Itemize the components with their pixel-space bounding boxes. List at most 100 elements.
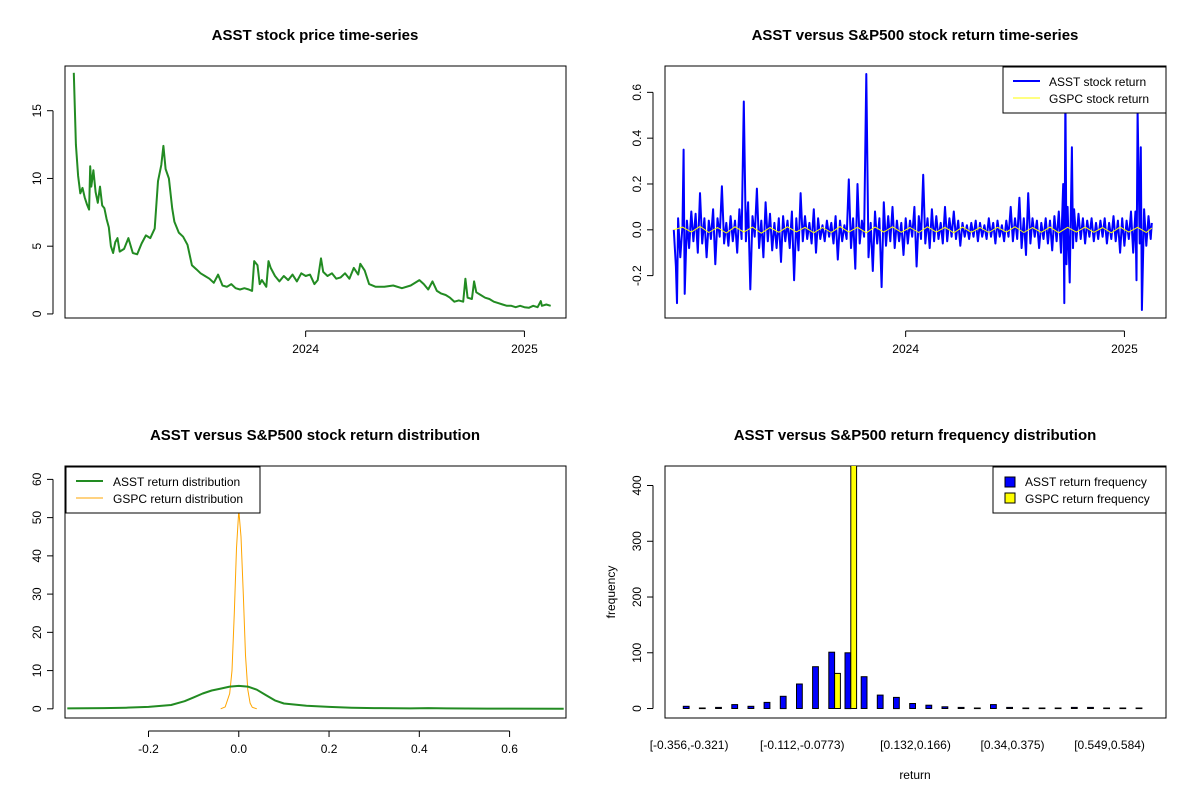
density-chart-title: ASST versus S&P500 stock return distribu… <box>150 427 480 444</box>
price-x-tick-label: 2024 <box>292 342 319 356</box>
asst-frequency-bar <box>731 704 739 709</box>
asst-frequency-bar <box>844 652 852 710</box>
density-y-tick-label: 0 <box>30 705 44 712</box>
price-chart-title: ASST stock price time-series <box>212 27 419 44</box>
legend-label-asst-distribution: ASST return distribution <box>113 475 240 489</box>
asst-frequency-bar <box>990 704 997 709</box>
asst-frequency-bar <box>1087 706 1094 710</box>
asst-frequency-bar <box>1038 707 1046 710</box>
frequency-category-label: [0.549,0.584) <box>1074 738 1145 752</box>
density-x-tick-label: -0.2 <box>138 742 159 756</box>
density-y-tick-label: 20 <box>30 625 44 639</box>
price-y-tick-label: 15 <box>30 104 44 118</box>
asst-frequency-bar <box>1135 707 1143 710</box>
returns-x-tick-label: 2025 <box>1111 342 1138 356</box>
legend-label-gspc-frequency: GSPC return frequency <box>1025 492 1150 506</box>
frequency-chart-panel: ASST versus S&P500 return frequency dist… <box>604 427 1167 782</box>
legend-swatch-asst-frequency <box>1004 476 1016 488</box>
asst-frequency-bar <box>1119 707 1127 710</box>
returns-legend-box <box>1002 66 1167 114</box>
density-y-tick-label: 40 <box>30 549 44 563</box>
frequency-y-tick-label: 400 <box>630 475 644 495</box>
legend-label-gspc-distribution: GSPC return distribution <box>113 492 243 506</box>
returns-chart-marks: -0.2 0.0 0.2 0.4 0.6 2024 2025 <box>630 73 1153 356</box>
returns-chart-panel: ASST versus S&P500 stock return time-ser… <box>630 27 1167 356</box>
gspc-frequency-bar <box>850 466 858 710</box>
frequency-x-axis-label: return <box>899 768 930 782</box>
frequency-y-tick-label: 200 <box>630 587 644 607</box>
asst-frequency-bar <box>1054 707 1062 710</box>
density-legend: ASST return distribution GSPC return dis… <box>65 466 261 514</box>
legend-label-gspc-return: GSPC stock return <box>1049 92 1149 106</box>
frequency-category-label: [0.34,0.375) <box>981 738 1045 752</box>
gspc-frequency-bar <box>834 672 841 710</box>
frequency-y-tick-label: 100 <box>630 642 644 662</box>
density-x-tick-label: 0.2 <box>321 742 338 756</box>
asst-frequency-bar <box>747 705 755 709</box>
frequency-category-label: [-0.356,-0.321) <box>650 738 729 752</box>
frequency-category-label: [-0.112,-0.0773) <box>760 738 845 752</box>
asst-frequency-bar <box>698 707 706 710</box>
asst-frequency-bar <box>957 706 965 710</box>
returns-y-tick-label: 0.0 <box>630 221 644 238</box>
asst-frequency-bar <box>1103 707 1110 710</box>
density-chart-marks: 0 10 20 30 40 50 60 -0.2 0.0 0.2 0.4 0.6 <box>30 472 564 756</box>
frequency-bars <box>682 466 1143 710</box>
frequency-legend-box <box>992 466 1167 514</box>
price-chart-marks: 0 5 10 15 2024 2025 <box>30 72 551 356</box>
legend-label-asst-frequency: ASST return frequency <box>1025 475 1147 489</box>
asst-distribution-line <box>67 684 564 710</box>
asst-frequency-bar <box>796 683 803 709</box>
returns-y-tick-label: -0.2 <box>630 265 644 286</box>
density-plot-frame <box>64 465 567 719</box>
asst-frequency-bar <box>682 705 690 709</box>
frequency-y-tick-label: 0 <box>630 705 644 712</box>
returns-chart-title: ASST versus S&P500 stock return time-ser… <box>752 27 1079 44</box>
asst-frequency-bar <box>860 676 868 710</box>
asst-frequency-bar <box>973 707 981 710</box>
density-y-tick-label: 50 <box>30 511 44 525</box>
returns-legend: ASST stock return GSPC stock return <box>1002 66 1167 114</box>
frequency-chart-title: ASST versus S&P500 return frequency dist… <box>734 427 1097 444</box>
density-y-tick-label: 10 <box>30 664 44 678</box>
asst-frequency-bar <box>763 701 771 710</box>
asst-frequency-bar <box>893 696 900 710</box>
frequency-legend: ASST return frequency GSPC return freque… <box>992 466 1167 514</box>
legend-swatch-gspc-frequency <box>1004 492 1016 504</box>
frequency-plot-frame <box>664 465 1167 719</box>
price-y-tick-label: 0 <box>30 310 44 317</box>
asst-frequency-bar <box>779 695 787 710</box>
density-x-tick-label: 0.6 <box>501 742 518 756</box>
gspc-distribution-line <box>220 509 257 710</box>
asst-frequency-bar <box>1006 706 1014 710</box>
legend-label-asst-return: ASST stock return <box>1049 75 1146 89</box>
returns-plot-frame <box>664 65 1167 319</box>
frequency-chart-marks: 0 100 200 300 400 [-0.356,-0.321) [-0.112,-0.0… <box>630 466 1145 752</box>
returns-y-tick-label: 0.4 <box>630 129 644 146</box>
price-chart-panel: ASST stock price time-series 0 5 10 15 2024 2… <box>30 27 567 356</box>
density-x-tick-label: 0.0 <box>230 742 247 756</box>
frequency-y-tick-label: 300 <box>630 531 644 551</box>
density-legend-box <box>65 466 261 514</box>
density-y-tick-label: 30 <box>30 587 44 601</box>
gspc-return-line <box>673 225 1153 234</box>
asst-frequency-bar <box>1070 706 1078 710</box>
asst-frequency-bar <box>941 706 949 709</box>
frequency-category-label: [0.132,0.166) <box>880 738 951 752</box>
density-chart-panel: ASST versus S&P500 stock return distribu… <box>30 427 567 756</box>
asst-frequency-bar <box>715 706 722 710</box>
price-series-line <box>72 72 551 309</box>
asst-frequency-bar <box>828 651 836 710</box>
returns-y-tick-label: 0.6 <box>630 84 644 101</box>
asst-frequency-bar <box>925 704 933 710</box>
asst-frequency-bar <box>909 703 917 709</box>
price-y-tick-label: 5 <box>30 243 44 250</box>
price-x-tick-label: 2025 <box>511 342 538 356</box>
returns-x-tick-label: 2024 <box>892 342 919 356</box>
density-x-tick-label: 0.4 <box>411 742 428 756</box>
density-y-tick-label: 60 <box>30 472 44 486</box>
price-y-tick-label: 10 <box>30 171 44 185</box>
frequency-y-axis-label: frequency <box>604 566 618 619</box>
